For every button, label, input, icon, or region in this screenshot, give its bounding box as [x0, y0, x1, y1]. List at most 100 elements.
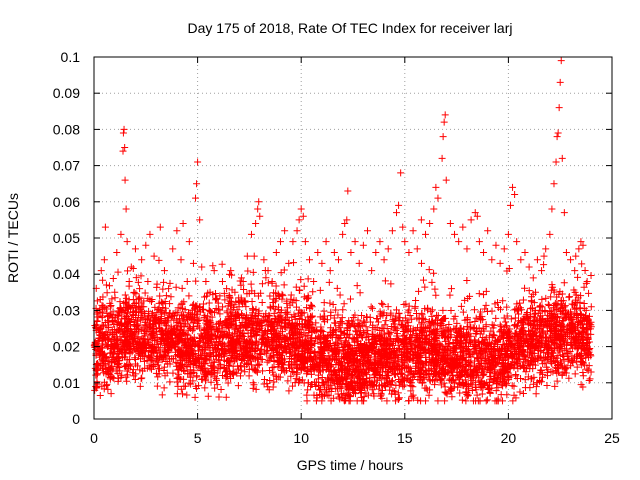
data-point [153, 382, 161, 390]
data-point [439, 306, 447, 314]
data-point [367, 303, 375, 311]
data-point [319, 392, 327, 400]
data-point [249, 268, 257, 276]
data-point [408, 315, 416, 323]
data-point [426, 386, 434, 394]
data-point [340, 300, 348, 308]
data-point [462, 397, 470, 405]
data-point [131, 376, 139, 384]
data-point [476, 397, 484, 405]
data-point [326, 299, 334, 307]
scatter-points [90, 57, 595, 405]
data-point [378, 299, 386, 307]
data-point [427, 308, 435, 316]
data-point [511, 314, 519, 322]
data-point [587, 271, 595, 279]
data-point [169, 369, 177, 377]
data-point [222, 393, 230, 401]
data-point [121, 291, 129, 299]
data-point [353, 282, 361, 290]
data-point [250, 252, 258, 260]
data-point [236, 372, 244, 380]
data-point [400, 301, 408, 309]
data-point [470, 306, 478, 314]
data-point [325, 278, 333, 286]
data-point [428, 306, 436, 314]
data-point [290, 259, 298, 267]
data-point [354, 316, 362, 324]
data-point [193, 372, 201, 380]
data-point [265, 311, 273, 319]
data-point [428, 312, 436, 320]
data-point [482, 301, 490, 309]
data-point [499, 297, 507, 305]
data-point [463, 392, 471, 400]
data-point [244, 267, 252, 275]
data-point [153, 280, 161, 288]
data-point [446, 291, 454, 299]
data-point [547, 293, 555, 301]
data-point [304, 386, 312, 394]
data-point [292, 283, 300, 291]
data-point [248, 298, 256, 306]
data-point [234, 382, 242, 390]
data-point [587, 368, 595, 376]
data-point [162, 292, 170, 300]
data-point [356, 289, 364, 297]
data-point [521, 376, 529, 384]
data-point [492, 314, 500, 322]
data-point [415, 287, 423, 295]
data-point [135, 351, 143, 359]
data-point [167, 293, 175, 301]
data-point [509, 397, 517, 405]
data-point [381, 277, 389, 285]
data-point [522, 368, 530, 376]
data-point [280, 281, 288, 289]
data-point [109, 275, 117, 283]
data-point [502, 318, 510, 326]
data-point [130, 288, 138, 296]
data-point [287, 372, 295, 380]
data-point [304, 275, 312, 283]
data-point [336, 291, 344, 299]
data-point [563, 349, 571, 357]
data-point [453, 319, 461, 327]
data-point [476, 308, 484, 316]
data-point [422, 384, 430, 392]
data-point [160, 384, 168, 392]
data-point [412, 296, 420, 304]
data-point [316, 286, 324, 294]
data-point [185, 292, 193, 300]
data-point [447, 307, 455, 315]
data-point [209, 262, 217, 270]
data-point [201, 384, 209, 392]
data-point [211, 384, 219, 392]
data-point [447, 285, 455, 293]
data-point [236, 314, 244, 322]
data-point [204, 392, 212, 400]
data-point [245, 372, 253, 380]
data-point [565, 293, 573, 301]
data-point [262, 274, 270, 282]
data-point [173, 374, 181, 382]
data-point [574, 273, 582, 281]
data-point [207, 308, 215, 316]
data-point [201, 327, 209, 335]
data-point [478, 390, 486, 398]
data-point [266, 292, 274, 300]
data-point [431, 285, 439, 293]
data-point [186, 373, 194, 381]
data-point [178, 299, 186, 307]
data-point [288, 367, 296, 375]
data-point [537, 378, 545, 386]
data-point [581, 266, 589, 274]
data-point [292, 375, 300, 383]
data-point [309, 288, 317, 296]
data-point [503, 303, 511, 311]
data-point [103, 289, 111, 297]
data-point [421, 283, 429, 291]
data-point [525, 287, 533, 295]
data-point [158, 391, 166, 399]
data-point [216, 310, 224, 318]
